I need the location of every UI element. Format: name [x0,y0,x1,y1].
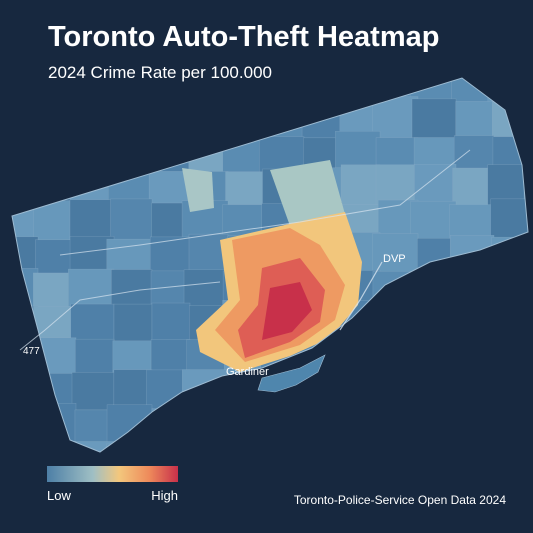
neighbourhood [452,167,495,207]
neighbourhood [68,268,115,309]
road-label: 477 [23,346,40,357]
legend-high: High [151,488,178,503]
city-outline [11,77,529,453]
neighbourhood [113,369,153,411]
neighbourhood [222,204,267,241]
source: Toronto-Police-Service Open Data 2024 [294,493,506,507]
neighbourhood [75,338,115,377]
neighbourhood [375,164,419,207]
neighbourhood [151,302,191,343]
neighbourhood [110,198,153,241]
road-label: Gardiner [226,366,269,378]
neighbourhood [455,101,495,139]
neighbourhood [148,171,191,207]
legend-gradient [47,466,178,482]
neighbourhood [113,303,153,343]
neighbourhood [340,164,381,207]
hotspot-peak [262,282,312,340]
neighbourhood [410,200,457,241]
neighbourhood [69,199,115,241]
highway [339,261,383,331]
neighbourhood [225,171,267,207]
neighbourhood [111,269,153,309]
subtitle: 2024 Crime Rate per 100.000 [48,63,272,82]
highway [19,281,221,351]
neighbourhood [182,168,214,212]
neighbourhood [183,269,229,309]
neighbourhood [106,238,153,275]
neighbourhood [411,98,457,139]
toronto-islands [257,354,326,393]
neighbourhood [73,441,115,452]
road-label: DVP [383,253,406,265]
title: Toronto Auto-Theft Heatmap [48,21,439,53]
highway [59,149,471,256]
neighbourhood [490,198,528,241]
legend-low: Low [47,488,71,503]
neighbourhood [71,372,115,411]
neighbourhood [414,164,457,207]
neighbourhood [70,303,115,343]
neighbourhood [449,204,495,241]
